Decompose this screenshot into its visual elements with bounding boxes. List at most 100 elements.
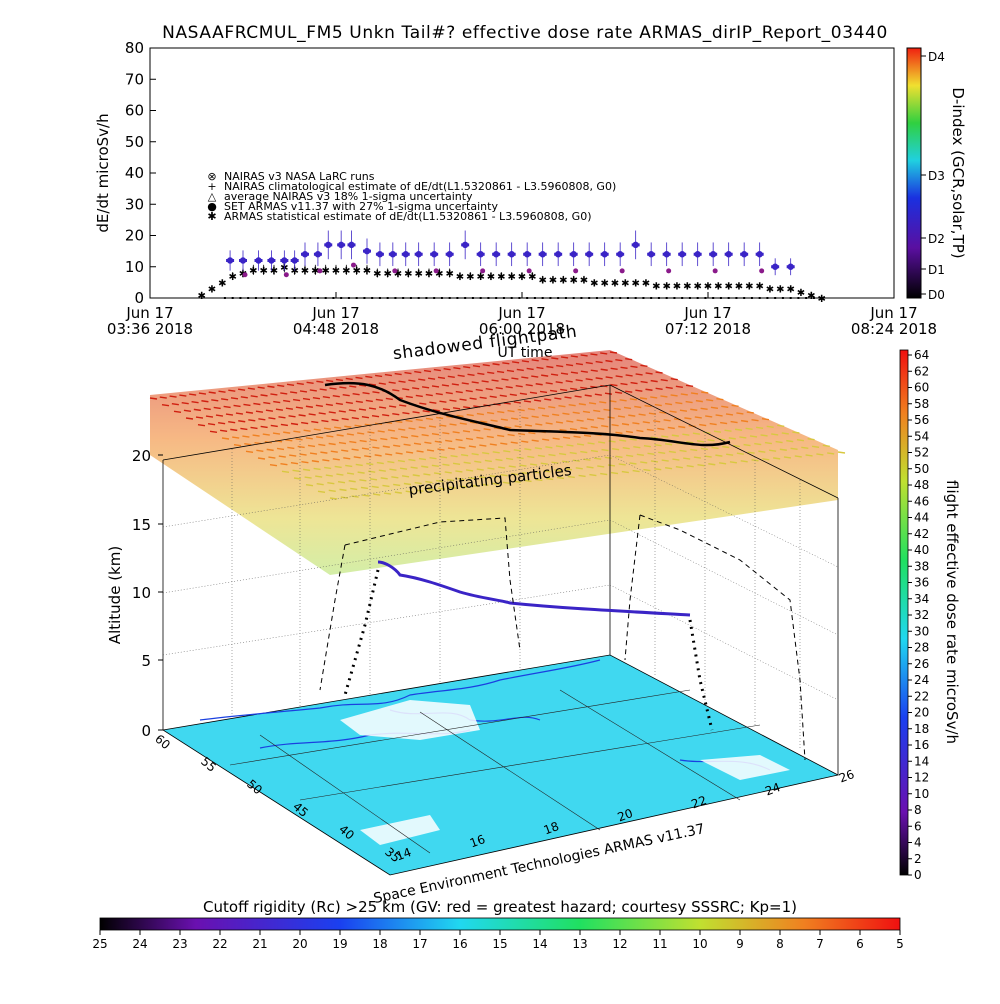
nairas-point: ✱ [218,278,226,289]
baseline-point [588,297,591,299]
baseline-point [402,297,405,299]
particle-dash [521,376,529,379]
baseline-point [688,297,691,299]
projection-right-down [624,514,641,661]
rigidity-tick-label: 23 [172,937,187,951]
particle-dash [435,392,443,396]
map-land-patch [360,815,440,845]
particle-dash [424,441,432,445]
particle-dash [272,432,281,435]
particle-dash [198,392,207,395]
particle-dash [287,446,295,450]
particle-dash [399,404,407,407]
baseline-point [340,297,343,299]
nairas-point: ✱ [662,282,670,293]
particle-dash [244,442,252,446]
particle-dash [626,454,634,457]
particle-dash [642,421,650,424]
particle-dash [207,422,216,426]
particle-dash [442,408,451,411]
particle-dash [693,456,702,459]
particle-dash [352,393,360,396]
particle-dash [245,450,254,454]
particle-dash [559,452,567,456]
particle-dash [401,475,410,478]
particle-dash [447,447,456,450]
particle-dash [235,412,244,415]
particle-dash [476,412,484,416]
particle-dash [663,419,671,422]
particle-dash [405,490,413,493]
particle-dash [371,485,379,489]
particle-dash [285,439,293,442]
particle-dash [389,405,397,408]
particle-dash [371,414,380,418]
nairas-point: ✱ [208,285,216,296]
particle-dash [405,419,413,423]
particle-dash [321,419,329,423]
baseline-point [750,297,753,299]
legend-symbol: ⊗ [207,170,216,183]
particle-dash [513,401,521,404]
particle-dash [729,461,738,464]
particle-dash [357,471,365,474]
particle-dash [661,459,669,462]
particle-dash [436,479,444,483]
particle-dash [489,474,497,478]
particle-dash [437,376,446,379]
particle-dash [775,440,783,444]
particle-dash [736,452,744,455]
particle-dash [242,435,250,438]
d-tick-label: D4 [928,50,945,64]
baseline-point [743,297,746,299]
particle-dash [607,464,616,467]
particle-dash [623,406,632,410]
map-land-patch [700,755,790,780]
armas-estimate-point [433,268,439,274]
particle-dash [309,389,317,392]
particle-dash [593,409,601,413]
particle-dash [783,456,792,459]
x-tick-label-bottom: 03:36 2018 [107,320,193,338]
baseline-point [231,297,234,299]
baseline-point [805,297,808,299]
altitude-axis: 0 5 10 15 20 [132,447,163,740]
armas-point [694,251,701,258]
particle-dash [228,421,236,424]
particle-dash [670,377,678,381]
particle-dash [503,450,511,453]
particle-dash [361,447,370,450]
particle-dash [534,447,542,450]
particle-dash [277,384,285,387]
particle-dash [263,401,271,405]
particle-dash [670,394,678,397]
top-y-axis-label: dE/dt microSv/h [94,113,112,232]
particle-dash [668,450,676,454]
particle-dash [786,439,794,443]
legend-entry: NAIRAS v3 NASA LaRC runs [224,170,375,183]
particle-dash [285,407,294,410]
particle-dash [422,410,430,413]
particle-dash [499,394,507,397]
dose-tick-label: 56 [914,413,929,427]
particle-dash [643,468,651,472]
particle-dash [749,435,758,438]
particle-dash [312,396,321,400]
particle-dash [342,394,350,397]
particle-dash [555,421,564,424]
particle-dash [483,428,491,431]
particle-dash [533,399,542,402]
longitude-axis: 14 16 18 20 22 24 26 [394,767,856,863]
particle-dash [268,417,276,420]
rigidity-tick-label: 22 [212,937,227,951]
nairas-point: ✱ [766,285,774,296]
particle-dash [257,457,266,460]
particle-dash [260,394,268,397]
particle-dash [359,439,367,443]
particle-dash [679,449,687,453]
particle-dash [837,451,846,454]
particle-dash [357,432,365,435]
particle-dash [686,465,694,468]
particle-dash [620,382,628,386]
particle-dash [421,386,430,389]
